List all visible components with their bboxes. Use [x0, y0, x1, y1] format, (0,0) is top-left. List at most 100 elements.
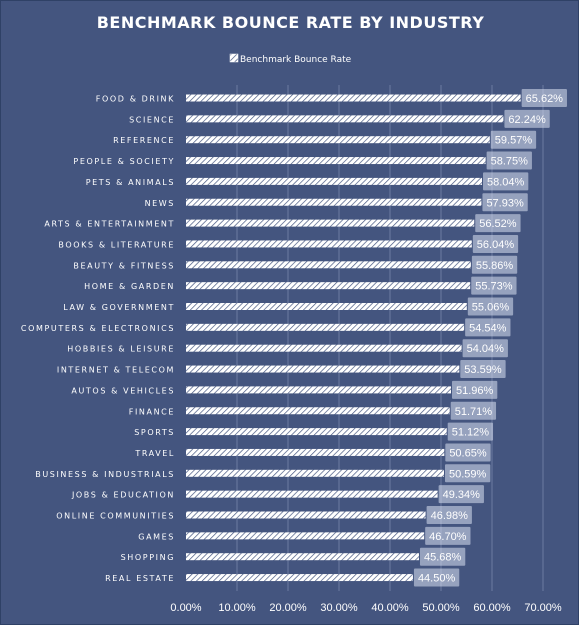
- data-label-group: 55.06%: [467, 297, 514, 316]
- data-label-background: [445, 464, 491, 483]
- data-label: 51.71%: [455, 406, 493, 418]
- bar: [186, 553, 419, 561]
- data-label-background: [413, 568, 460, 587]
- data-label-background: [472, 234, 519, 253]
- data-label: 58.75%: [491, 156, 529, 168]
- category-label: PEOPLE & SOCIETY: [73, 157, 175, 166]
- data-label: 46.98%: [431, 510, 469, 522]
- data-label-group: 53.59%: [460, 360, 506, 379]
- data-label: 50.59%: [449, 468, 487, 480]
- value-axis: 0.00% 10.00% 20.00% 30.00% 40.00% 50.00% 60.00…: [170, 602, 561, 614]
- data-label-group: 55.73%: [471, 276, 517, 295]
- x-tick-label: 10.00%: [218, 602, 256, 614]
- data-label-background: [521, 89, 567, 107]
- bar: [186, 511, 426, 519]
- category-label: SPORTS: [134, 428, 175, 437]
- data-label: 55.86%: [476, 260, 514, 272]
- category-label: ARTS & ENTERTAINMENT: [44, 220, 175, 229]
- category-label: BEAUTY & FITNESS: [73, 261, 175, 270]
- legend-swatch: [229, 53, 239, 63]
- bar: [186, 198, 482, 206]
- bar: [186, 490, 438, 498]
- data-label-group: 56.04%: [472, 234, 519, 253]
- data-label: 55.73%: [475, 281, 513, 293]
- data-label-background: [438, 485, 484, 504]
- category-label: JOBS & EDUCATION: [71, 491, 175, 500]
- x-tick-label: 20.00%: [269, 602, 307, 614]
- data-label: 49.34%: [443, 489, 481, 501]
- data-label: 56.52%: [479, 218, 517, 230]
- x-tick-label: 30.00%: [320, 602, 358, 614]
- category-label: ONLINE COMMUNITIES: [56, 512, 175, 521]
- bar: [186, 303, 467, 310]
- bar: [186, 219, 475, 227]
- x-tick-label: 0.00%: [170, 602, 201, 614]
- x-tick-label: 70.00%: [524, 602, 562, 614]
- data-label-background: [471, 255, 518, 274]
- category-label: REAL ESTATE: [105, 574, 175, 583]
- bar: [186, 177, 483, 185]
- category-label: HOBBIES & LEISURE: [67, 345, 175, 354]
- data-label: 51.96%: [456, 385, 494, 397]
- data-label: 46.70%: [429, 531, 467, 543]
- data-label-group: 54.54%: [465, 318, 511, 337]
- data-label-background: [475, 214, 521, 233]
- chart-title: BENCHMARK BOUNCE RATE BY INDUSTRY: [97, 13, 485, 32]
- bar: [186, 344, 462, 352]
- category-label: SHOPPING: [121, 553, 175, 562]
- data-label-background: [486, 151, 532, 170]
- data-label-background: [483, 172, 529, 191]
- category-label: HOME & GARDEN: [84, 282, 175, 291]
- category-label: PETS & ANIMALS: [86, 178, 175, 187]
- data-label: 62.24%: [508, 114, 546, 126]
- category-label: LAW & GOVERNMENT: [63, 303, 175, 312]
- data-label-background: [467, 297, 514, 316]
- data-label-group: 55.86%: [471, 255, 518, 274]
- data-label-background: [419, 547, 466, 566]
- category-label: FINANCE: [129, 407, 175, 416]
- data-label-background: [451, 380, 498, 399]
- legend-label: Benchmark Bounce Rate: [240, 55, 352, 65]
- data-label-group: 58.04%: [483, 172, 529, 191]
- data-label: 57.93%: [486, 197, 524, 209]
- data-label-background: [465, 318, 511, 337]
- data-label-group: 62.24%: [504, 109, 550, 128]
- data-label-group: 56.52%: [475, 214, 521, 233]
- bar: [186, 323, 465, 331]
- category-label: BUSINESS & INDUSTRIALS: [35, 470, 175, 479]
- data-label-group: 57.93%: [482, 193, 528, 212]
- data-label-group: 46.70%: [425, 526, 471, 545]
- data-label-group: 58.75%: [486, 151, 532, 170]
- bar: [186, 574, 413, 582]
- data-label-background: [425, 526, 471, 545]
- data-label: 55.06%: [472, 302, 510, 314]
- data-label-background: [460, 360, 506, 379]
- category-label: NEWS: [145, 199, 175, 208]
- data-label: 54.04%: [467, 343, 505, 355]
- data-label: 54.54%: [469, 322, 507, 334]
- category-label: SCIENCE: [129, 115, 175, 124]
- data-label-background: [447, 422, 494, 441]
- x-tick-label: 60.00%: [473, 602, 511, 614]
- category-label: GAMES: [138, 532, 175, 541]
- category-label: REFERENCE: [113, 136, 175, 145]
- bar: [186, 469, 445, 477]
- bar: [186, 240, 472, 248]
- data-label-background: [504, 109, 550, 128]
- bar: [186, 407, 450, 415]
- data-label-background: [471, 276, 517, 295]
- category-label: FOOD & DRINK: [96, 95, 175, 104]
- data-label-group: 51.71%: [450, 401, 497, 420]
- data-label: 45.68%: [424, 552, 462, 564]
- data-label: 58.04%: [487, 176, 525, 188]
- category-label: AUTOS & VEHICLES: [71, 386, 175, 395]
- data-label-group: 54.04%: [462, 339, 508, 358]
- bar: [186, 386, 451, 394]
- data-label-group: 49.34%: [438, 485, 484, 504]
- category-label: COMPUTERS & ELECTRONICS: [21, 324, 175, 333]
- data-label-background: [482, 193, 528, 212]
- data-labels: 65.62% 62.24% 59.57% 58.75% 58.04% 57.93% 56.5…: [413, 89, 567, 587]
- bar: [186, 136, 490, 144]
